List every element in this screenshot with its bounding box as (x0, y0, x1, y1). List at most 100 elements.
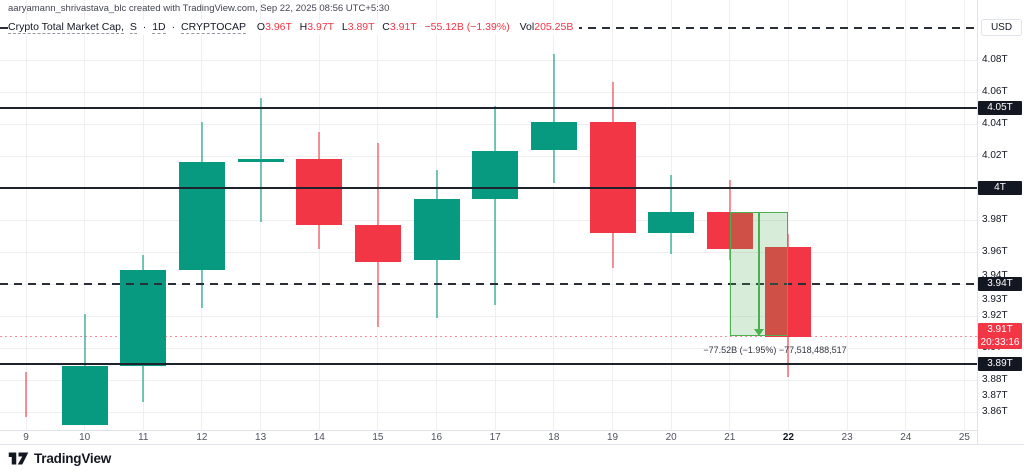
gridline-horizontal (0, 412, 977, 413)
high-key: H (299, 21, 308, 33)
gridline-horizontal (0, 348, 977, 349)
price-label-3.94T: 3.94T (982, 270, 1008, 281)
time-label-15: 15 (372, 432, 384, 443)
price-axis-divider (977, 0, 978, 445)
open-value: 3.96T (265, 21, 292, 33)
gridline-vertical (963, 0, 965, 430)
symbol-legend: Crypto Total Market Cap, S · 1D · CRYPTO… (8, 20, 580, 35)
time-label-22: 22 (782, 432, 794, 443)
candle-body-day-15 (354, 224, 401, 262)
candle-body-day-19 (589, 122, 636, 233)
gridline-vertical (787, 0, 789, 430)
price-badge-4T: 4T (978, 181, 1022, 195)
gridline-horizontal (0, 252, 977, 253)
time-label-23: 23 (841, 432, 853, 443)
price-label-4.06T: 4.06T (982, 86, 1008, 97)
candle-wick-day-17 (494, 106, 497, 305)
time-axis[interactable]: 9 10 11 12 13 14 15 16 17 18 19 20 21 22 23 24 25 (0, 431, 977, 444)
pane-bottom-border (0, 430, 977, 431)
candle-wick-day-9 (25, 372, 27, 417)
time-label-12: 12 (196, 432, 208, 443)
time-label-9: 9 (23, 432, 29, 443)
time-label-13: 13 (255, 432, 267, 443)
gridline-vertical (84, 0, 86, 430)
time-label-18: 18 (548, 432, 560, 443)
gridline-horizontal (0, 316, 977, 317)
exchange-label[interactable]: CRYPTOCAP (181, 21, 246, 34)
time-label-10: 10 (79, 432, 91, 443)
gridline-horizontal (0, 220, 977, 221)
legend-separator: · (142, 21, 147, 33)
gridline-horizontal (0, 92, 977, 93)
price-label-3.88T: 3.88T (982, 374, 1008, 385)
price-range-arrowhead-icon (754, 329, 765, 336)
candle-body-day-11 (120, 269, 167, 366)
price-range-arrow-icon (758, 212, 761, 330)
tradingview-logo-icon (8, 451, 29, 466)
time-label-19: 19 (606, 432, 619, 443)
tradingview-logo[interactable]: TradingView (8, 451, 111, 466)
gridline-horizontal (0, 124, 977, 125)
close-key: C (382, 21, 390, 33)
attribution-text: aaryamann_shrivastava_blc created with T… (8, 3, 390, 14)
current-price-line (0, 336, 977, 337)
time-label-16: 16 (430, 432, 443, 443)
currency-toggle-button[interactable]: USD (981, 19, 1022, 36)
price-badge-3.89T: 3.89T (978, 357, 1022, 371)
level-line-4.05 (0, 107, 977, 109)
candle-body-day-16 (413, 199, 460, 260)
price-label-3.86T: 3.86T (982, 406, 1008, 417)
gridline-horizontal (0, 380, 977, 381)
time-label-25: 25 (958, 432, 970, 443)
price-label-4.02T: 4.02T (982, 150, 1008, 161)
gridline-vertical (846, 0, 848, 430)
price-label-4.04T: 4.04T (982, 118, 1008, 129)
gridline-vertical (905, 0, 907, 430)
candle-body-day-14 (296, 159, 343, 225)
footer-bar: TradingView (0, 445, 1024, 476)
volume-value: 205.25B (534, 21, 574, 33)
symbol-title[interactable]: Crypto Total Market Cap, (8, 21, 124, 34)
gridline-vertical (142, 0, 144, 430)
time-label-20: 20 (665, 432, 677, 443)
candle-body-day-12 (178, 162, 225, 270)
low-key: L (341, 21, 348, 33)
price-badge-4.05T: 4.05T (978, 101, 1022, 115)
close-value: 3.91T (389, 21, 417, 33)
candle-body-day-22 (765, 247, 812, 337)
time-label-21: 21 (724, 432, 736, 443)
current-price-value: 3.91T (987, 324, 1013, 335)
price-range-label: −77.52B (−1.95%) −77,518,488,517 (703, 345, 847, 355)
price-badge-3.94T: 3.94T (978, 277, 1022, 291)
tradingview-logo-text: TradingView (34, 451, 112, 466)
time-label-11: 11 (138, 432, 149, 443)
price-axis[interactable]: 4.08T 4.06T 4.04T 4.02T 3.98T 3.96T 3.94T 3.93T… (977, 0, 1024, 444)
level-line-3.89 (0, 363, 977, 365)
high-value: 3.97T (307, 21, 334, 33)
gridline-vertical (553, 0, 555, 430)
price-label-3.96T: 3.96T (982, 246, 1008, 257)
level-line-3.94 (0, 283, 977, 285)
change-value: −55.12B (−1.39%) (424, 21, 510, 33)
current-price-badge: 3.91T 20:33:16 (978, 323, 1022, 349)
open-key: O (256, 21, 266, 33)
level-line-4 (0, 187, 977, 189)
candle-body-day-18 (530, 122, 577, 150)
volume-key: Vol (519, 21, 535, 33)
chart-pane[interactable] (0, 0, 977, 430)
time-axis-border (0, 444, 1024, 445)
price-label-3.92T: 3.92T (982, 310, 1008, 321)
price-label-3.93T: 3.93T (982, 294, 1008, 305)
session-label[interactable]: S (129, 21, 137, 34)
candle-body-day-10 (61, 365, 108, 425)
low-value: 3.89T (347, 21, 375, 33)
price-label-3.98T: 3.98T (982, 214, 1008, 225)
gridline-horizontal (0, 60, 977, 61)
candle-body-day-17 (472, 151, 519, 200)
price-label-4.08T: 4.08T (982, 54, 1008, 65)
time-label-17: 17 (489, 432, 501, 443)
legend-separator: · (171, 21, 176, 33)
price-label-3.87T: 3.87T (982, 390, 1008, 401)
interval-label[interactable]: 1D (152, 21, 166, 34)
